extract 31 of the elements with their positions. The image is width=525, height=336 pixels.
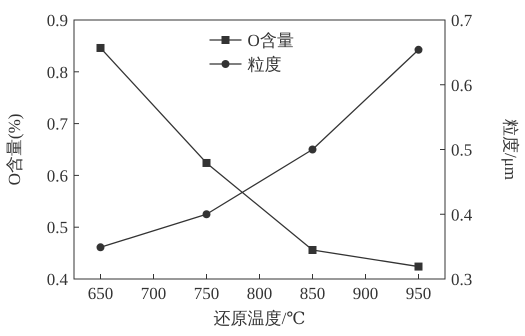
legend-label: 粒度 <box>248 55 282 74</box>
point <box>202 210 210 218</box>
point <box>96 243 104 252</box>
y2-tick-label: 0.7 <box>451 11 473 30</box>
x-tick-label: 750 <box>194 284 220 303</box>
x-tick-label: 650 <box>88 284 114 303</box>
point <box>202 158 210 167</box>
y-tick-label: 0.8 <box>46 62 68 82</box>
y-tick-label: 0.6 <box>46 166 68 186</box>
x-axis-title: 还原温度/℃ <box>214 309 306 328</box>
x-tick-label: 700 <box>140 284 166 303</box>
y2-tick-label: 0.6 <box>451 76 472 95</box>
point <box>308 146 316 154</box>
y-axis-title: O含量(%) <box>5 114 24 186</box>
point <box>308 246 316 254</box>
point <box>414 46 422 54</box>
x-tick-label: 850 <box>300 284 326 303</box>
legend-label: O含量 <box>248 31 294 50</box>
y-tick-label: 0.5 <box>46 218 68 238</box>
x-tick-label: 950 <box>406 284 432 303</box>
y2-tick-label: 0.3 <box>451 270 472 289</box>
point <box>96 44 104 52</box>
y-tick-label: 0.7 <box>46 114 68 134</box>
y2-tick-label: 0.4 <box>451 205 473 224</box>
y2-axis-title: 粒度/μm <box>501 118 520 180</box>
point <box>414 262 422 271</box>
x-tick-label: 800 <box>246 284 272 303</box>
x-tick-label: 900 <box>352 284 378 303</box>
y-tick-label: 0.9 <box>46 11 68 30</box>
y-tick-label: 0.4 <box>46 270 68 289</box>
y2-tick-label: 0.5 <box>451 140 472 160</box>
